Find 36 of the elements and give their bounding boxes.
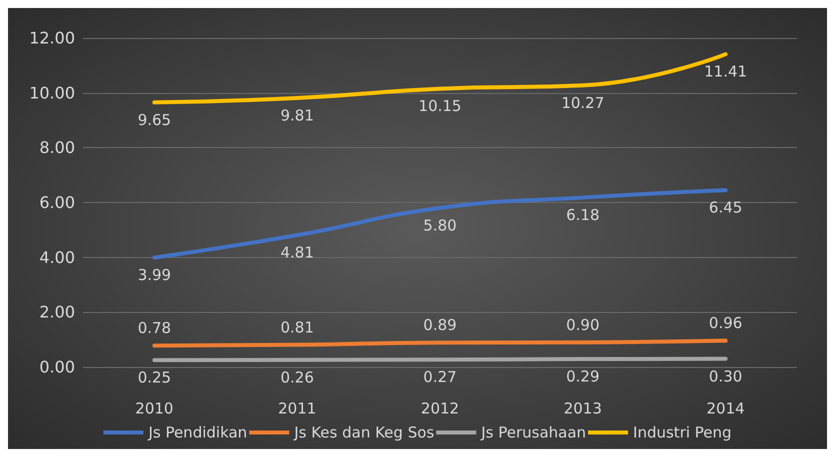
data-label: 9.65	[138, 110, 172, 129]
legend-label: Js Pendidikan	[147, 424, 248, 442]
data-label: 0.29	[566, 368, 600, 386]
data-label: 0.25	[138, 368, 172, 387]
data-label: 6.45	[708, 198, 742, 217]
data-label: 6.18	[566, 206, 600, 224]
data-label: 4.81	[280, 244, 314, 262]
data-label: 0.30	[708, 367, 742, 386]
y-tick-label: 10.00	[29, 83, 75, 102]
data-label: 0.89	[423, 316, 457, 334]
y-tick-label: 0.00	[39, 358, 75, 376]
y-tick-label: 8.00	[39, 138, 75, 158]
x-tick-label: 2012	[420, 400, 460, 418]
y-tick-label: 6.00	[39, 193, 75, 212]
data-label: 3.99	[138, 266, 172, 284]
legend-label: Js Perusahaan	[480, 424, 586, 442]
legend-label: Industri Peng	[633, 424, 732, 442]
data-label: 0.27	[423, 368, 457, 386]
y-tick-label: 12.00	[29, 28, 75, 48]
data-label: 10.15	[418, 97, 462, 116]
y-tick-label: 4.00	[39, 248, 75, 267]
data-label: 5.80	[423, 216, 457, 234]
data-label: 11.41	[704, 62, 748, 81]
x-tick-label: 2013	[564, 400, 602, 418]
y-tick-label: 2.00	[39, 302, 75, 322]
data-label: 0.26	[280, 368, 314, 386]
data-label: 0.78	[138, 319, 172, 338]
data-label: 0.81	[280, 318, 314, 336]
data-label: 9.81	[280, 106, 314, 125]
data-label: 0.90	[566, 316, 600, 334]
x-tick-label: 2010	[135, 400, 174, 418]
data-label: 10.27	[561, 94, 604, 112]
data-label: 0.96	[708, 314, 742, 332]
legend-label: Js Kes dan Keg Sos	[293, 424, 434, 442]
x-tick-label: 2014	[706, 400, 745, 418]
x-tick-label: 2011	[278, 400, 316, 418]
